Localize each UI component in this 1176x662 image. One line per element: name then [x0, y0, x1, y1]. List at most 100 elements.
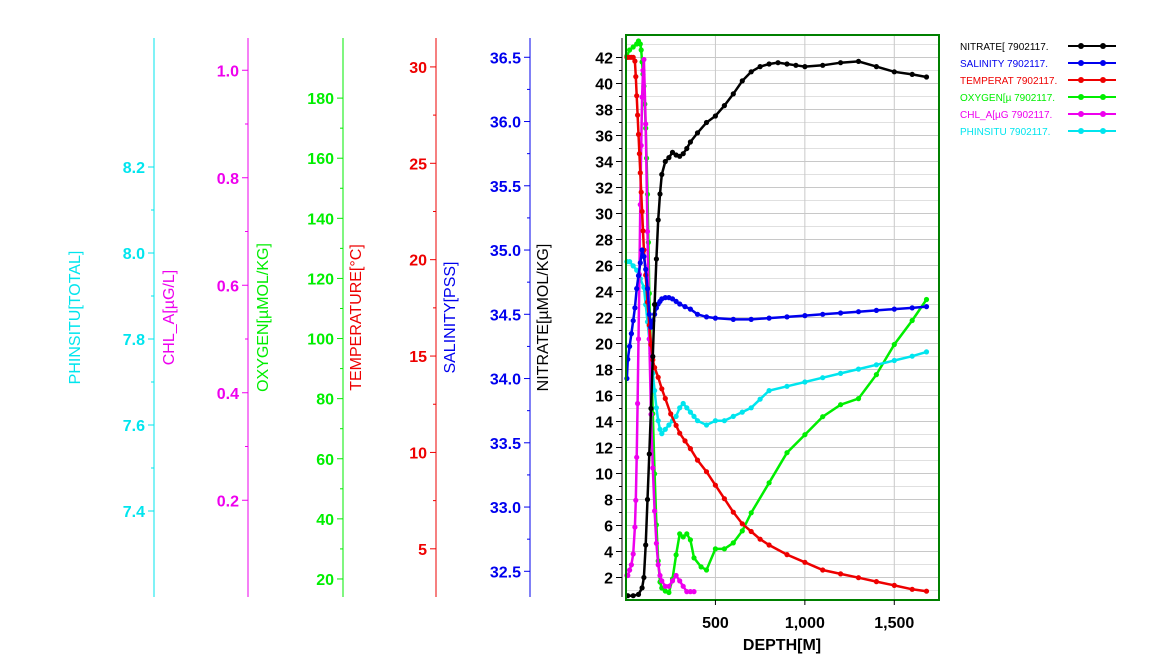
- legend-item: PHINSITU 7902117.: [960, 127, 1116, 138]
- phinsitu-point: [691, 413, 697, 419]
- phinsitu-point: [748, 405, 754, 411]
- oxygen-point: [766, 480, 772, 486]
- series: [624, 38, 930, 599]
- oxygen-point: [627, 47, 633, 53]
- phinsitu-point: [820, 375, 826, 381]
- temperature-point: [891, 582, 897, 589]
- grid: [626, 35, 939, 600]
- temperature-point: [748, 528, 754, 535]
- salinity-tick-label: 35.0: [490, 243, 521, 260]
- temperature-point: [923, 588, 930, 594]
- salinity-point: [644, 286, 651, 292]
- temperature-point: [712, 482, 719, 488]
- nitrate-tick-label: 28: [595, 233, 613, 250]
- oxygen-point: [637, 41, 643, 47]
- temperature-tick-label: 25: [409, 156, 427, 173]
- nitrate-point: [650, 353, 656, 360]
- salinity-point: [766, 315, 772, 321]
- salinity-point: [694, 311, 701, 317]
- salinity-point: [820, 311, 826, 317]
- legend-label: CHL_A[µG 7902117.: [960, 110, 1052, 121]
- oxygen-point: [730, 540, 736, 546]
- temperature-tick-label: 30: [409, 60, 427, 77]
- nitrate-point: [909, 71, 915, 77]
- temperature-point: [677, 430, 683, 436]
- temperature-point: [655, 374, 661, 380]
- chl_a-point: [655, 562, 661, 568]
- nitrate-point: [757, 64, 763, 70]
- temperature-tick-label: 20: [409, 253, 427, 270]
- oxygen-point: [909, 317, 915, 324]
- salinity-point: [802, 313, 808, 319]
- legend-swatch-marker: [1100, 60, 1106, 66]
- chl_a-point: [635, 336, 642, 342]
- x-tick-label: 1,000: [785, 615, 825, 632]
- oxygen-point: [703, 567, 710, 573]
- phinsitu-point: [730, 413, 736, 419]
- legend-swatch-marker: [1100, 128, 1106, 134]
- phinsitu-point: [855, 366, 862, 372]
- oxygen-point: [638, 47, 644, 53]
- temperature-point: [635, 112, 641, 118]
- phinsitu-tick-label: 7.8: [123, 332, 145, 349]
- salinity-point: [838, 310, 844, 316]
- nitrate-tick-label: 16: [595, 389, 613, 406]
- phinsitu-point: [659, 431, 665, 437]
- legend-swatch-marker: [1100, 43, 1106, 49]
- chl_a-point: [632, 524, 638, 530]
- salinity-tick-label: 33.0: [490, 500, 521, 517]
- phinsitu-point: [757, 396, 763, 402]
- oxygen-point: [680, 534, 686, 540]
- nitrate-tick-label: 30: [595, 207, 613, 224]
- nitrate-point: [712, 113, 719, 119]
- chl_a-point: [669, 578, 676, 584]
- temperature-point: [855, 575, 862, 581]
- chl_a-tick-label: 1.0: [217, 63, 239, 80]
- temperature-series-line: [626, 56, 927, 593]
- phinsitu-point: [838, 370, 844, 376]
- temperature-axis-title: TEMPERATURE[°C]: [348, 244, 365, 391]
- legend: NITRATE[ 7902117. SALINITY 7902117. TEMPER…: [960, 42, 1116, 138]
- chl_a-point: [662, 583, 668, 589]
- oxygen-point: [820, 414, 826, 420]
- salinity-point: [641, 253, 647, 260]
- oxygen-point: [666, 589, 672, 596]
- nitrate-point: [653, 256, 660, 262]
- nitrate-point: [635, 591, 642, 598]
- oxygen-point: [712, 546, 719, 552]
- temperature-point: [659, 386, 665, 392]
- legend-label: SALINITY 7902117.: [960, 59, 1048, 70]
- oxygen-point: [873, 372, 880, 378]
- nitrate-tick-label: 40: [595, 77, 613, 94]
- phinsitu-tick-label: 8.0: [123, 246, 145, 263]
- salinity-point: [630, 318, 636, 324]
- salinity-point: [646, 311, 652, 317]
- salinity-tick-label: 34.0: [490, 372, 521, 389]
- y-axes: 7.47.67.88.08.2PHINSITU[TOTAL]0.20.40.60…: [67, 38, 623, 597]
- x-tick-label: 1,500: [874, 615, 914, 632]
- salinity-point: [687, 306, 694, 312]
- nitrate-axis: 24681012141618202224262830323436384042NI…: [535, 38, 623, 597]
- salinity-point: [923, 304, 930, 310]
- salinity-point: [627, 343, 633, 349]
- oxygen-axis: 20 40 60 80 100 120 140 160 180 OXYGEN[µMOL/KG]: [255, 38, 344, 597]
- phinsitu-tick-label: 8.2: [123, 160, 145, 177]
- phinsitu-point: [662, 426, 668, 432]
- chl_a-point: [644, 228, 651, 235]
- nitrate-point: [739, 78, 745, 84]
- chl_a-axis-title: CHL_A[µG/L]: [161, 270, 178, 365]
- nitrate-tick-label: 38: [595, 103, 613, 120]
- nitrate-tick-label: 32: [595, 181, 613, 198]
- nitrate-point: [687, 139, 694, 145]
- chl_a-point: [687, 589, 694, 595]
- chl_a-tick-label: 0.6: [217, 278, 239, 295]
- nitrate-tick-label: 42: [595, 51, 613, 68]
- salinity-point: [703, 314, 710, 320]
- nitrate-tick-label: 6: [604, 519, 613, 536]
- oxygen-tick-label: 60: [316, 452, 334, 469]
- oxygen-point: [855, 396, 862, 402]
- nitrate-point: [669, 149, 676, 155]
- legend-item: SALINITY 7902117.: [960, 59, 1116, 70]
- temperature-point: [766, 542, 772, 548]
- phinsitu-point: [766, 388, 772, 394]
